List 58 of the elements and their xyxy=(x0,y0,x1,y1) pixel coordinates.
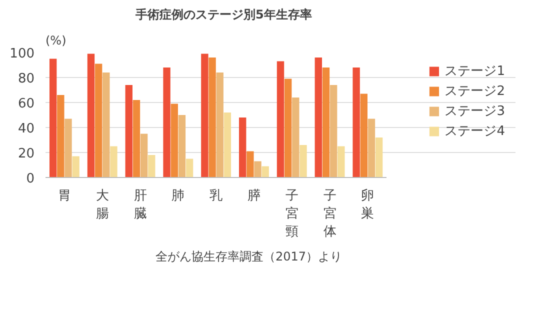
bar xyxy=(208,58,216,178)
bar xyxy=(314,58,322,178)
x-tick-label: 胃 xyxy=(58,188,71,204)
bar xyxy=(238,118,246,178)
bar xyxy=(64,118,72,178)
bar xyxy=(148,155,156,178)
bar xyxy=(72,156,80,178)
bar xyxy=(140,134,148,178)
y-tick-label: 60 xyxy=(18,96,35,112)
bar xyxy=(163,68,170,178)
x-tick-label: 大腸 xyxy=(96,188,109,222)
bar xyxy=(216,72,224,178)
x-tick-label: 卵巣 xyxy=(361,188,374,222)
x-tick-label: 膵 xyxy=(247,188,260,204)
legend-label: ステージ1 xyxy=(444,63,505,80)
bar xyxy=(300,145,307,178)
bar xyxy=(186,158,194,178)
bar xyxy=(201,54,208,178)
x-tick-label: 乳 xyxy=(210,188,223,204)
bar xyxy=(276,61,284,178)
bar xyxy=(292,98,300,178)
bar xyxy=(375,138,383,178)
legend-label: ステージ3 xyxy=(444,103,505,120)
bar xyxy=(330,85,338,178)
bar xyxy=(322,68,330,178)
x-tick-label: 子宮体 xyxy=(323,188,336,240)
bar xyxy=(170,104,178,178)
bar xyxy=(254,161,262,178)
y-tick-label: 40 xyxy=(18,122,35,136)
y-tick-label: 80 xyxy=(18,72,35,86)
bar xyxy=(94,64,102,178)
legend-label: ステージ4 xyxy=(444,123,505,140)
bar xyxy=(262,166,269,178)
bar xyxy=(284,78,292,178)
bar xyxy=(246,151,254,178)
bar xyxy=(102,72,110,178)
bar xyxy=(110,146,118,178)
bar xyxy=(87,54,95,178)
legend-label: ステージ2 xyxy=(444,83,505,100)
bar xyxy=(352,68,360,178)
chart-title: 手術症例のステージ別5年生存率 xyxy=(134,8,312,22)
bar xyxy=(178,115,186,178)
x-tick-label: 肺 xyxy=(172,188,185,204)
x-tick-label: 子宮頸 xyxy=(285,188,298,240)
y-tick-label: 0 xyxy=(26,172,35,186)
bar xyxy=(132,100,140,178)
bar xyxy=(338,146,345,178)
bar xyxy=(125,85,132,178)
y-tick-label: 100 xyxy=(10,46,35,62)
bar xyxy=(57,95,64,178)
y-axis-title: (%) xyxy=(46,34,66,48)
bar xyxy=(49,58,57,178)
bar xyxy=(368,118,376,178)
text: 全がん協生存率調査（2017）より xyxy=(156,250,342,264)
bar xyxy=(360,94,368,178)
bar xyxy=(224,112,232,178)
y-tick-label: 20 xyxy=(18,146,35,162)
x-tick-label: 肝臓 xyxy=(134,188,147,222)
